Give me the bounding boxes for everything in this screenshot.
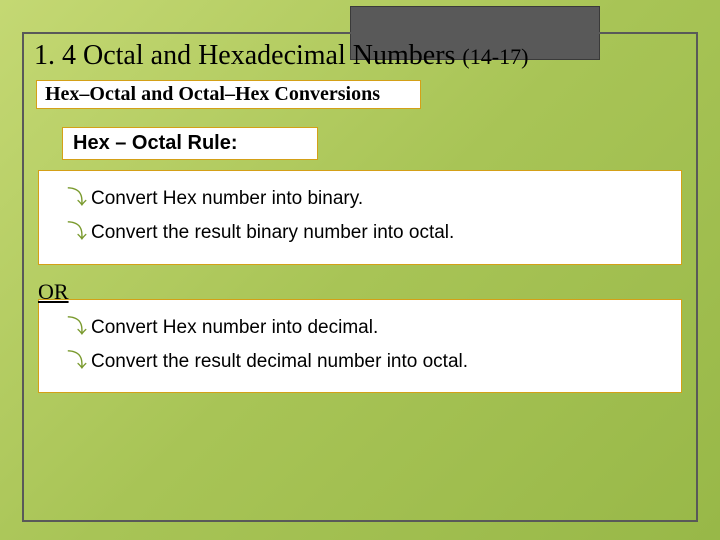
step-a-2-text: Convert the result binary number into oc…: [91, 222, 454, 243]
rule-card: Hex – Octal Rule:: [62, 127, 318, 160]
bullet-icon: ⤵: [67, 344, 87, 378]
steps-card-a: ⤵Convert Hex number into binary. ⤵Conver…: [38, 170, 682, 265]
rule-text: Hex – Octal Rule:: [73, 132, 307, 155]
step-a-1-text: Convert Hex number into binary.: [91, 188, 363, 209]
subtitle-text: Hex–Octal and Octal–Hex Conversions: [45, 83, 412, 106]
bullet-icon: ⤵: [67, 181, 87, 215]
main-frame: 1. 4 Octal and Hexadecimal Numbers (14-1…: [22, 32, 698, 522]
page-title: 1. 4 Octal and Hexadecimal Numbers (14-1…: [24, 34, 696, 76]
step-b-2: ⤵Convert the result decimal number into …: [67, 344, 667, 378]
step-b-2-text: Convert the result decimal number into o…: [91, 351, 468, 372]
title-text: 1. 4 Octal and Hexadecimal Numbers: [34, 40, 462, 71]
bullet-icon: ⤵: [67, 310, 87, 344]
step-a-1: ⤵Convert Hex number into binary.: [67, 181, 667, 215]
steps-card-b: ⤵Convert Hex number into decimal. ⤵Conve…: [38, 299, 682, 394]
step-a-2: ⤵Convert the result binary number into o…: [67, 215, 667, 249]
title-suffix: (14-17): [462, 44, 528, 69]
step-b-1: ⤵Convert Hex number into decimal.: [67, 310, 667, 344]
bullet-icon: ⤵: [67, 215, 87, 249]
subtitle-card: Hex–Octal and Octal–Hex Conversions: [36, 80, 421, 109]
step-b-1-text: Convert Hex number into decimal.: [91, 317, 378, 338]
